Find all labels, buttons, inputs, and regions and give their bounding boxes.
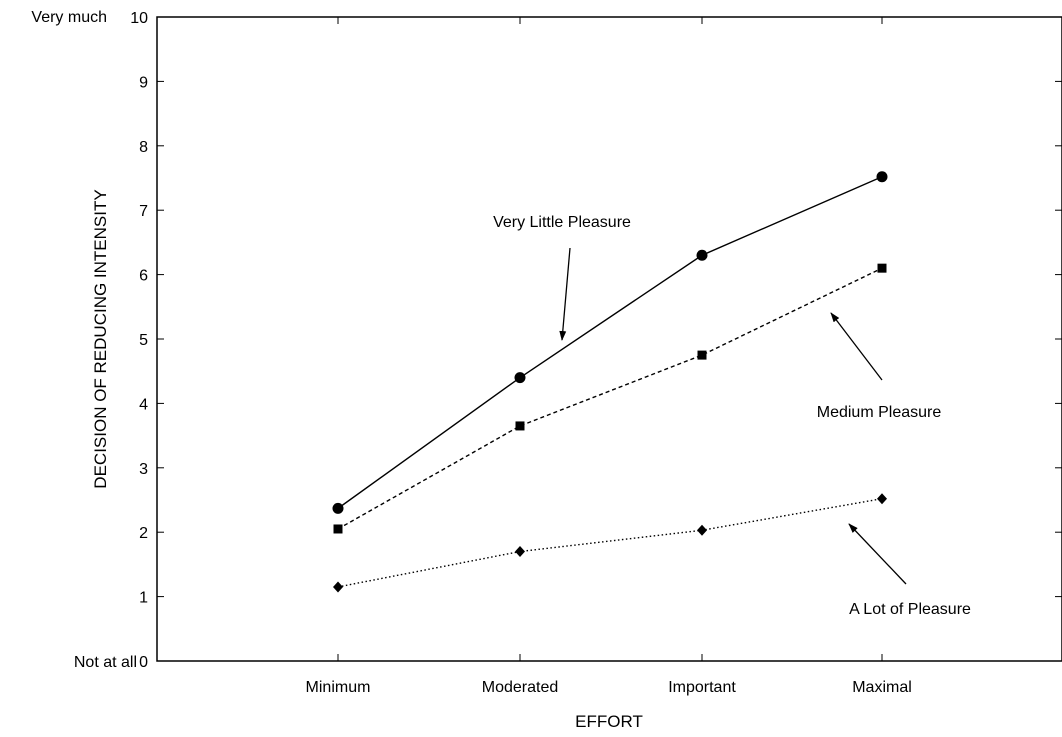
data-point xyxy=(332,502,344,514)
y-axis-title: DECISION OF REDUCING INTENSITY xyxy=(91,189,110,488)
annotation-label: Medium Pleasure xyxy=(817,404,942,421)
y-tick-label: 4 xyxy=(139,396,148,413)
x-tick-label: Moderated xyxy=(482,679,559,696)
y-tick-label: 1 xyxy=(139,590,148,607)
x-tick-label: Minimum xyxy=(306,679,371,696)
data-point xyxy=(876,171,888,183)
series-line xyxy=(337,176,883,509)
data-point xyxy=(697,524,707,536)
data-point xyxy=(696,249,708,261)
data-point xyxy=(514,372,526,384)
y-tick-label: 8 xyxy=(139,139,148,156)
x-axis: Minimum Moderated Important Maximal xyxy=(306,17,912,696)
y-top-end-label: Very much xyxy=(31,9,107,26)
data-point xyxy=(515,421,525,431)
data-point xyxy=(697,350,707,360)
plot-frame xyxy=(156,16,1062,662)
y-tick-label: 9 xyxy=(139,74,148,91)
annotation-arrow xyxy=(830,312,883,381)
annotation-label: Very Little Pleasure xyxy=(493,214,631,231)
y-tick-label: 2 xyxy=(139,525,148,542)
y-tick-label: 0 xyxy=(139,654,148,671)
data-point xyxy=(877,263,887,273)
y-bottom-end-label: Not at all xyxy=(74,654,137,671)
x-axis-title: EFFORT xyxy=(575,712,643,731)
y-tick-label: 7 xyxy=(139,203,148,220)
annotation-label: A Lot of Pleasure xyxy=(849,601,971,618)
series-line xyxy=(337,498,883,588)
y-tick-label: 3 xyxy=(139,461,148,478)
data-point xyxy=(515,546,525,558)
y-tick-label: 6 xyxy=(139,268,148,285)
y-tick-label: 10 xyxy=(130,10,148,27)
series-line xyxy=(337,267,883,530)
data-point xyxy=(333,524,343,534)
annotation-arrow xyxy=(559,247,571,341)
x-tick-label: Maximal xyxy=(852,679,912,696)
annotation-layer: Very Little Pleasure Medium Pleasure A Lot… xyxy=(493,214,971,618)
x-tick-label: Important xyxy=(668,679,736,696)
series-layer xyxy=(332,171,888,593)
annotation-arrow xyxy=(848,523,907,585)
data-point xyxy=(333,581,343,593)
data-point xyxy=(877,493,887,505)
y-tick-label: 5 xyxy=(139,332,148,349)
y-axis: 0 1 2 3 4 5 6 7 8 9 10 xyxy=(130,10,1062,671)
